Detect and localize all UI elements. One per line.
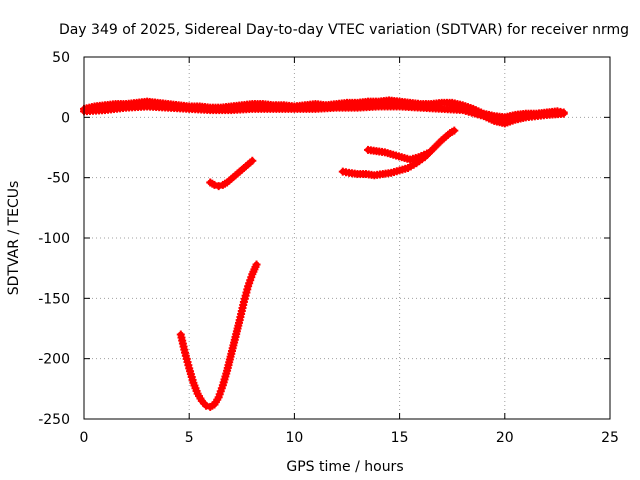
- data-point: [252, 260, 261, 269]
- data-layer: [80, 96, 568, 411]
- data-point: [450, 126, 459, 135]
- data-point: [559, 109, 568, 118]
- y-tick-label: -200: [38, 352, 70, 368]
- y-axis-label: SDTVAR / TECUs: [6, 181, 22, 296]
- data-point: [210, 180, 219, 189]
- y-tick-label: 50: [52, 50, 70, 66]
- data-point: [248, 156, 257, 165]
- data-point: [422, 149, 431, 158]
- data-point: [214, 182, 223, 191]
- x-tick-label: 15: [391, 430, 409, 446]
- y-tick-label: -150: [38, 291, 70, 307]
- x-tick-label: 25: [601, 430, 619, 446]
- x-tick-label: 10: [285, 430, 303, 446]
- y-tick-label: -100: [38, 231, 70, 247]
- x-tick-label: 20: [496, 430, 514, 446]
- tick-layer: 0 5 10 15 20 25 -250 -200 -150 -100 -50 0 50: [38, 50, 619, 446]
- x-tick-label: 0: [80, 430, 89, 446]
- y-tick-label: -250: [38, 412, 70, 428]
- chart-title: Day 349 of 2025, Sidereal Day-to-day VTE…: [59, 22, 629, 38]
- y-tick-label: 0: [61, 110, 70, 126]
- x-tick-label: 5: [185, 430, 194, 446]
- x-axis-label: GPS time / hours: [286, 459, 403, 475]
- y-tick-label: -50: [47, 171, 70, 187]
